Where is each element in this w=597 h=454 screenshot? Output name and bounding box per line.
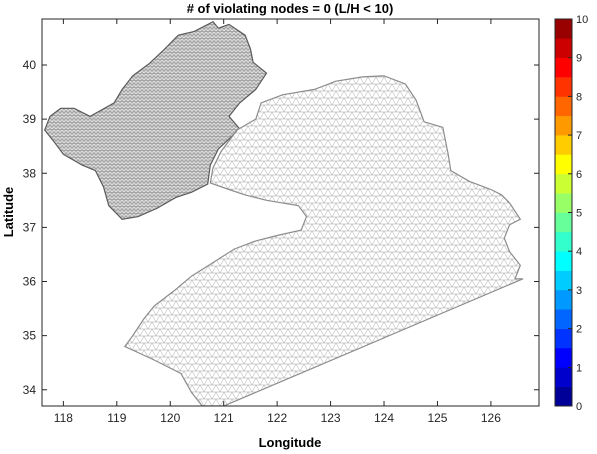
x-tick-label: 124 bbox=[374, 411, 394, 425]
colorbar-segment bbox=[555, 309, 572, 329]
mesh-region-1 bbox=[44, 20, 268, 220]
colorbar-tick-label: 2 bbox=[576, 324, 582, 336]
axes-box bbox=[41, 18, 540, 407]
colorbar-tick-label: 10 bbox=[576, 14, 588, 26]
colorbar-tick-label: 9 bbox=[576, 53, 582, 65]
colorbar-segment bbox=[555, 367, 572, 387]
colorbar-tick-label: 1 bbox=[576, 362, 582, 374]
colorbar-segment bbox=[555, 96, 572, 117]
x-axis: 118 119 120 121 122 123 124 125 126 bbox=[54, 19, 501, 425]
colorbar-segment bbox=[555, 212, 572, 233]
colorbar-segment bbox=[555, 270, 572, 291]
colorbar-segment bbox=[555, 154, 572, 175]
x-tick-label: 121 bbox=[214, 411, 234, 425]
colorbar-segment bbox=[555, 328, 572, 349]
x-tick-label: 123 bbox=[321, 411, 341, 425]
colorbar-segment bbox=[555, 289, 572, 310]
colorbar-segment bbox=[555, 135, 572, 155]
colorbar-tick-label: 6 bbox=[576, 169, 582, 181]
colorbar-segment bbox=[555, 231, 572, 252]
colorbar-segment bbox=[555, 173, 572, 194]
x-axis-label: Longitude bbox=[259, 435, 322, 450]
colorbar-tick-label: 7 bbox=[576, 130, 582, 142]
y-tick-label: 38 bbox=[23, 166, 37, 180]
colorbar-segment bbox=[555, 347, 572, 368]
x-tick-label: 122 bbox=[267, 411, 287, 425]
colorbar-segment bbox=[555, 386, 572, 407]
y-tick-label: 37 bbox=[23, 220, 37, 234]
y-tick-label: 36 bbox=[23, 275, 37, 289]
colorbar: 0 1 2 3 4 5 6 7 8 9 10 bbox=[554, 14, 588, 413]
mesh-region-2 bbox=[123, 75, 524, 406]
plot-area bbox=[44, 20, 524, 406]
colorbar-tick-label: 3 bbox=[576, 285, 582, 297]
colorbar-tick-label: 5 bbox=[576, 208, 582, 220]
y-axis: 34 35 36 37 38 39 40 bbox=[23, 58, 539, 397]
y-tick-label: 40 bbox=[23, 58, 37, 72]
x-tick-label: 120 bbox=[160, 411, 180, 425]
y-axis-label: Latitude bbox=[1, 187, 16, 238]
y-tick-label: 34 bbox=[23, 383, 37, 397]
y-tick-label: 39 bbox=[23, 112, 37, 126]
y-tick-label: 35 bbox=[23, 329, 37, 343]
colorbar-tick-label: 0 bbox=[576, 401, 582, 413]
colorbar-segment bbox=[555, 77, 572, 97]
x-tick-label: 126 bbox=[481, 411, 501, 425]
colorbar-segment bbox=[555, 57, 572, 78]
colorbar-segment bbox=[555, 38, 572, 58]
colorbar-tick-label: 4 bbox=[576, 246, 582, 258]
x-tick-label: 118 bbox=[54, 411, 73, 425]
colorbar-segment bbox=[555, 19, 572, 39]
colorbar-tick-label: 8 bbox=[576, 91, 582, 103]
colorbar-segment bbox=[555, 251, 572, 271]
x-tick-label: 119 bbox=[107, 411, 126, 425]
colorbar-segment bbox=[555, 115, 572, 136]
colorbar-segment bbox=[555, 193, 572, 213]
x-tick-label: 125 bbox=[427, 411, 447, 425]
chart-title: # of violating nodes = 0 (L/H < 10) bbox=[187, 1, 394, 16]
